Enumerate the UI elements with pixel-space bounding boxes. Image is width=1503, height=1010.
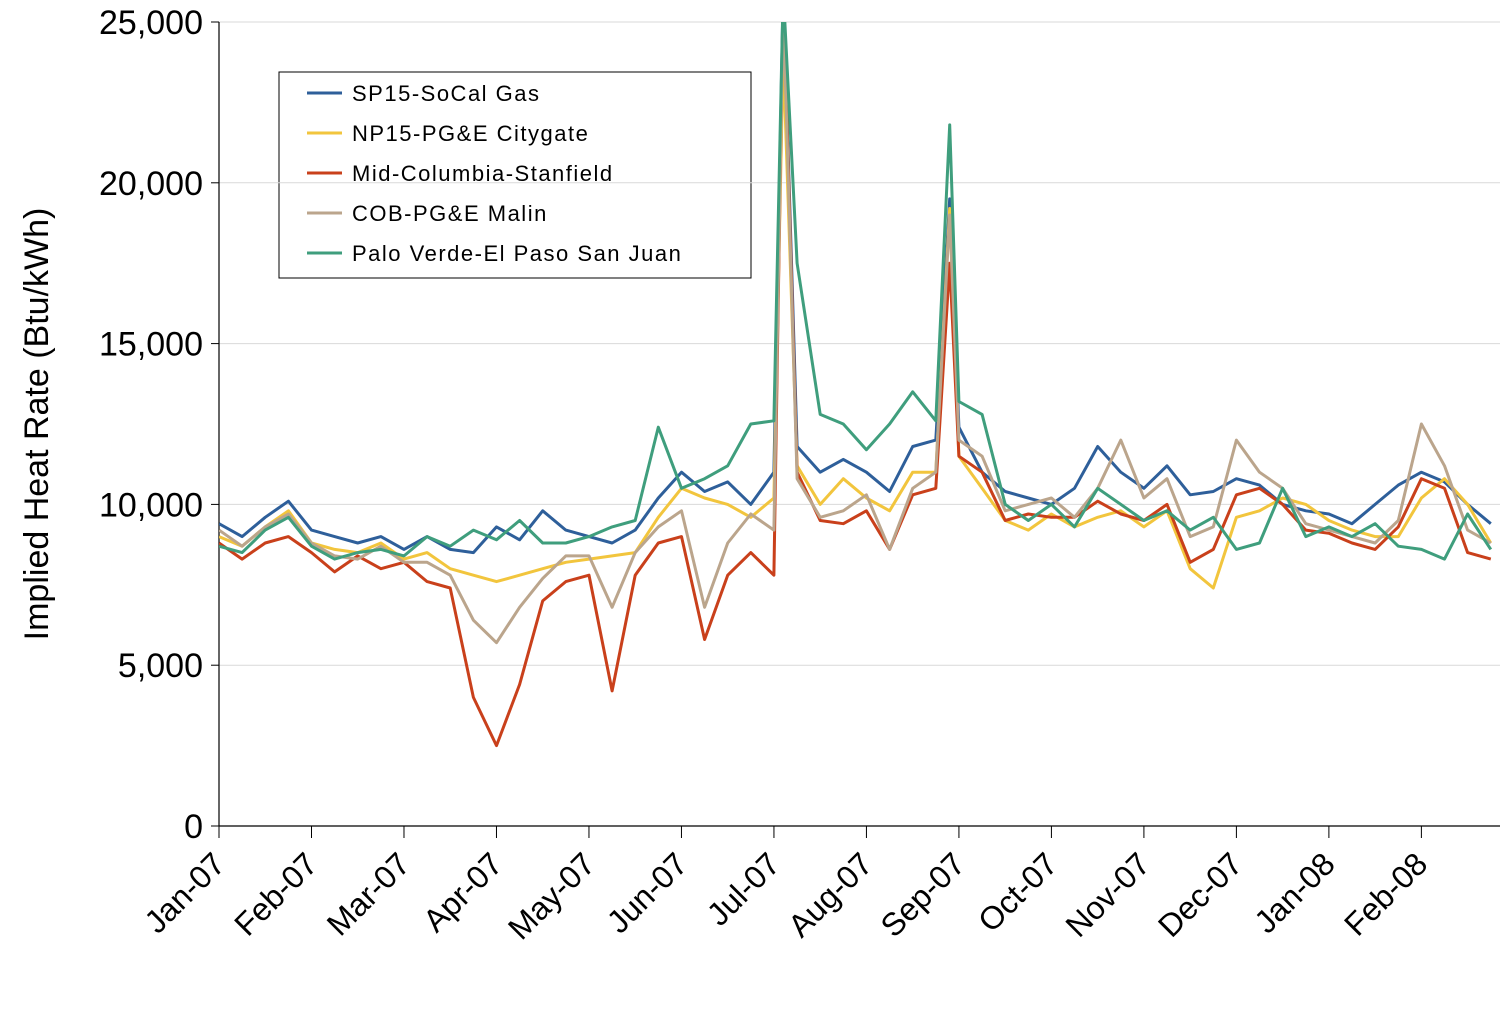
legend-label: Palo Verde-El Paso San Juan (352, 241, 682, 266)
x-tick-label: Oct-07 (971, 845, 1064, 938)
legend-label: COB-PG&E Malin (352, 201, 548, 226)
x-tick-label: Jan-08 (1247, 845, 1342, 940)
y-tick-label: 20,000 (99, 165, 203, 203)
legend-label: NP15-PG&E Citygate (352, 121, 589, 146)
series-line (219, 22, 1493, 561)
x-tick-label: May-07 (501, 845, 602, 946)
series-line (219, 22, 1492, 748)
x-tick-label: Jun-07 (600, 845, 695, 940)
y-tick-label: 5,000 (118, 647, 203, 685)
legend-label: Mid-Columbia-Stanfield (352, 161, 614, 186)
y-tick-label: 15,000 (99, 326, 203, 364)
x-tick-label: Jan-07 (137, 845, 232, 940)
x-tick-label: Nov-07 (1058, 845, 1156, 943)
x-tick-label: Dec-07 (1151, 845, 1249, 943)
x-tick-label: Apr-07 (416, 845, 509, 938)
legend-label: SP15-SoCal Gas (352, 81, 541, 106)
y-tick-label: 0 (184, 808, 203, 846)
x-tick-label: Feb-07 (227, 845, 324, 942)
y-tick-label: 10,000 (99, 486, 203, 524)
legend-box (278, 71, 752, 279)
x-tick-label: Jul-07 (700, 845, 787, 932)
x-tick-label: Feb-08 (1337, 845, 1434, 942)
x-tick-label: Sep-07 (873, 845, 971, 943)
series-line (219, 22, 1492, 645)
y-axis-title: Implied Heat Rate (Btu/kWh) (18, 208, 56, 641)
x-tick-label: Aug-07 (781, 845, 879, 943)
plot-area (219, 22, 1493, 748)
series-line (219, 52, 1493, 590)
y-tick-label: 25,000 (99, 4, 203, 42)
x-tick-label: Mar-07 (320, 845, 417, 942)
